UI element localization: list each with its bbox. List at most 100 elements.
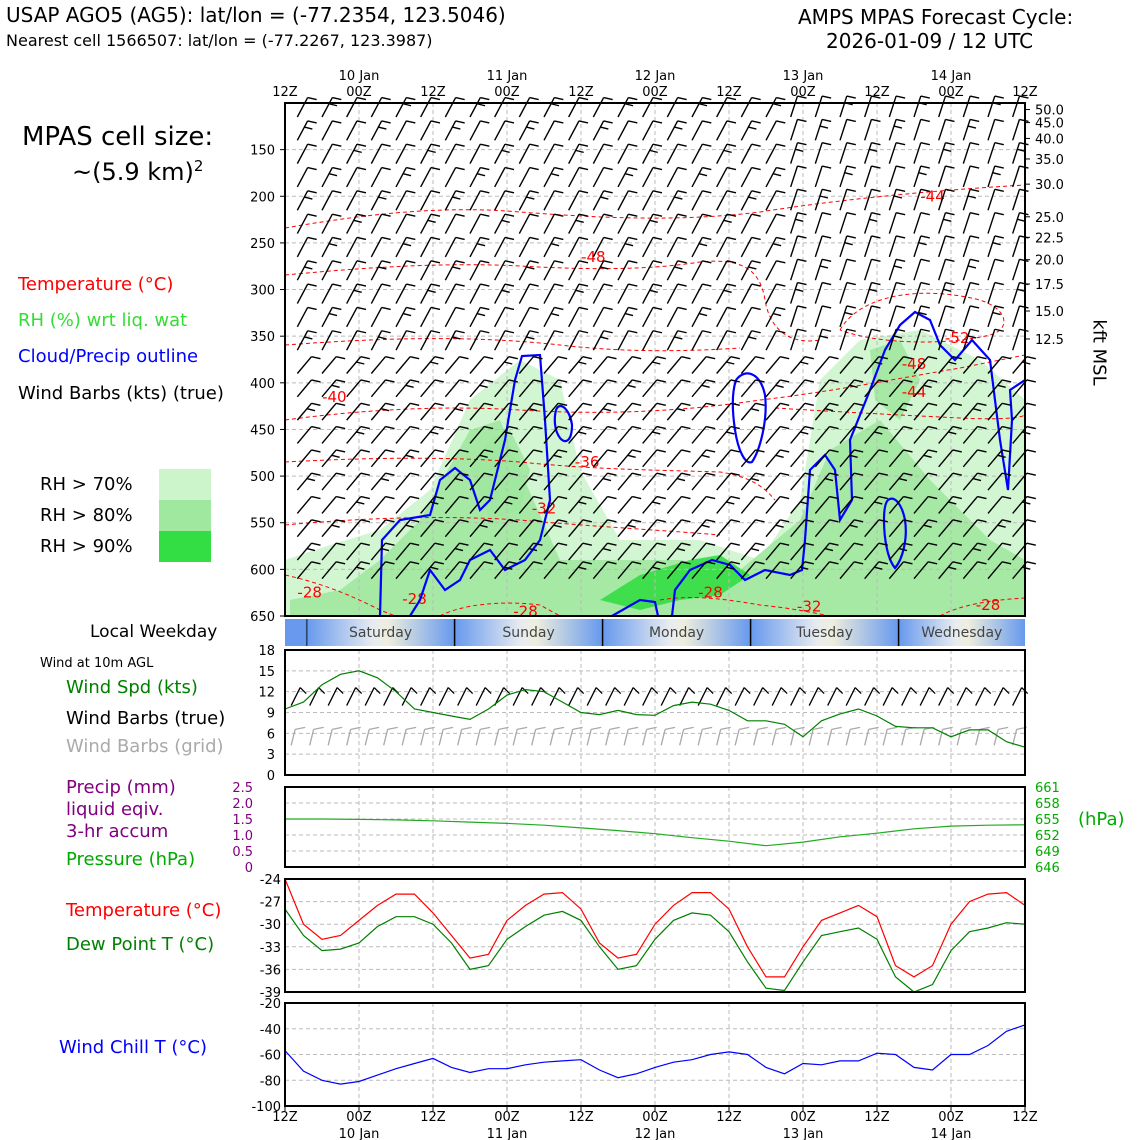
wind-barb-flag — [750, 477, 760, 482]
wind-barb-flag — [529, 190, 539, 194]
wind-barb — [296, 519, 313, 538]
wind-barb — [987, 282, 996, 304]
wind-barb — [716, 449, 732, 468]
wind-barb — [987, 496, 1003, 514]
wind-barb — [691, 190, 703, 211]
wind-barb — [740, 561, 757, 580]
wind-barb — [321, 402, 337, 421]
grid-wind-barb — [591, 726, 602, 730]
wind-tick-label: 18 — [258, 644, 275, 659]
wind-barb — [790, 165, 799, 188]
grid-wind-barb — [901, 729, 907, 746]
wind-barb — [321, 542, 337, 561]
wind-barb — [716, 213, 728, 234]
temperature-contour-label: -32 — [797, 598, 822, 616]
wind-barb-flag — [656, 379, 666, 383]
wind-barb-flag — [776, 143, 786, 147]
wind-barb-flag — [578, 120, 589, 124]
wind-barb-flag — [730, 542, 740, 546]
wind-barb — [716, 402, 732, 421]
wind-barb — [790, 449, 806, 468]
wind-barb-flag — [434, 542, 444, 546]
wind-barb-flag — [681, 472, 691, 476]
wind-barb-flag — [430, 236, 441, 241]
wind-barb — [296, 283, 309, 304]
wind-barb-flag — [332, 260, 342, 264]
wind-barb-flag — [871, 142, 881, 146]
wind-barb-flag — [455, 283, 465, 287]
true-wind-barb — [623, 687, 634, 706]
wind-barb-flag — [380, 477, 390, 482]
wind-barb — [790, 305, 799, 328]
wind-barb-flag — [550, 312, 560, 317]
temp-tick-label: -30 — [260, 918, 281, 933]
wind-barb-flag — [977, 402, 987, 406]
wind-barb-flag — [582, 542, 592, 546]
wind-barb-flag — [600, 126, 609, 130]
wind-barb-flag — [631, 355, 642, 360]
wind-barb-flag — [307, 190, 317, 194]
wind-barb-flag — [726, 306, 737, 311]
pressure-tick-label: 500 — [250, 470, 275, 485]
legend-rh70: RH > 70% — [40, 474, 133, 495]
wind-barb-flag — [335, 449, 346, 453]
wind-barb — [642, 213, 654, 234]
wind-barb — [321, 307, 333, 328]
wind-barb — [691, 519, 707, 538]
wind-barb-flag — [332, 306, 342, 311]
pressure-tick-label: 350 — [250, 330, 275, 345]
wind-barb — [913, 212, 922, 234]
wind-barb-flag — [533, 519, 543, 523]
wind-barb — [666, 260, 679, 281]
wind-barb — [740, 237, 753, 258]
true-wind-barb — [568, 687, 579, 706]
wind-barb-flag — [750, 547, 760, 552]
wind-tick-label: 12 — [258, 686, 275, 701]
wind-barb-flag — [455, 330, 465, 334]
wind-barb-flag — [578, 236, 589, 241]
wind-barb — [296, 402, 313, 421]
wind-barb-flag — [356, 260, 367, 264]
wind-barb — [469, 356, 485, 374]
wind-barb-flag — [557, 495, 568, 500]
wind-barb-flag — [869, 148, 878, 153]
true-wind-barb — [373, 687, 381, 695]
cell-size-label: MPAS cell size: — [22, 122, 214, 152]
wind-barb-flag — [332, 143, 342, 147]
bottom-time-tick: 12Z — [716, 1110, 742, 1125]
wind-barb-flag — [480, 306, 490, 311]
wind-barb-flag — [920, 305, 930, 309]
wind-barb-flag — [969, 235, 980, 239]
wind-barb — [888, 235, 897, 258]
wind-barb-flag — [952, 449, 962, 453]
wind-barb-flag — [381, 306, 391, 311]
true-wind-barb — [706, 687, 714, 695]
wind-barb — [666, 472, 683, 491]
wind-barb-flag — [824, 477, 834, 482]
wind-barb-flag — [508, 402, 518, 406]
wind-barb-flag — [775, 524, 784, 528]
true-wind-barb — [688, 687, 696, 695]
wind-barb-flag — [578, 306, 589, 311]
wind-barb — [962, 519, 979, 538]
wind-barb — [938, 259, 947, 281]
grid-wind-barb — [975, 729, 981, 746]
wind-barb-flag — [508, 379, 518, 383]
wind-barb-flag — [775, 384, 784, 388]
wind-barb-flag — [775, 454, 784, 458]
wind-barb — [790, 472, 806, 491]
wind-barb-flag — [381, 96, 391, 101]
wind-barb-flag — [554, 283, 564, 287]
wind-barb — [938, 189, 947, 211]
wind-barb-flag — [969, 305, 980, 309]
wind-barb — [790, 142, 799, 164]
cloud-outline — [611, 598, 660, 617]
wind-barb-flag — [459, 542, 469, 546]
top-date-label: 14 Jan — [931, 69, 972, 84]
wind-barb-flag — [977, 495, 987, 500]
wind-barb-flag — [846, 142, 856, 146]
wind-barb — [987, 356, 1003, 374]
wind-barb — [543, 167, 555, 188]
wind-barb — [518, 496, 535, 514]
wind-barb-flag — [1026, 519, 1036, 523]
